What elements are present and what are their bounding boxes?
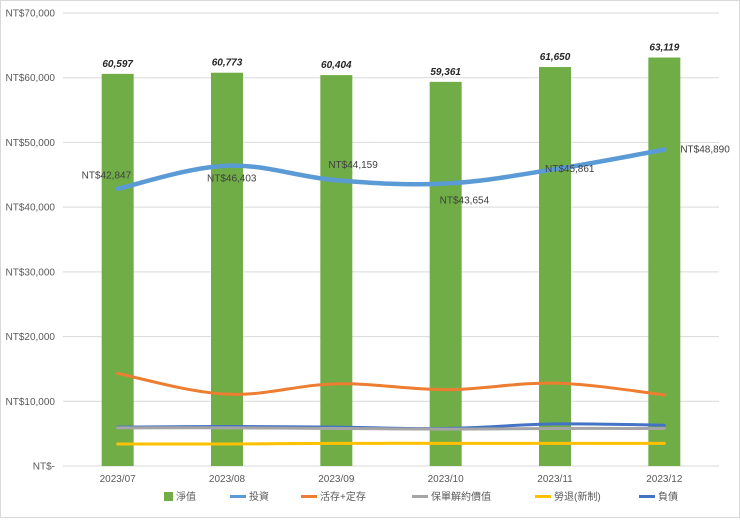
line-data-label: NT$48,890 [680, 145, 730, 156]
y-tick-label: NT$20,000 [6, 332, 56, 343]
y-tick-label: NT$10,000 [6, 397, 56, 408]
legend-label: 淨值 [176, 490, 196, 503]
bar-data-label: 59,361 [430, 67, 461, 78]
y-tick-label: NT$50,000 [6, 138, 56, 149]
x-tick-label: 2023/11 [537, 474, 573, 485]
line-data-label: NT$44,159 [328, 160, 378, 171]
line-投資 [115, 147, 667, 191]
legend-item: 淨值 [164, 490, 196, 503]
line-data-label: NT$42,847 [82, 171, 132, 182]
legend-item: 負債 [639, 490, 678, 503]
legend-item: 活存+定存 [301, 490, 366, 503]
line-保單解約價值 [116, 426, 666, 431]
legend-label: 活存+定存 [320, 490, 366, 503]
bar-data-label: 61,650 [540, 52, 571, 63]
bar-data-label: 60,597 [102, 59, 133, 70]
legend-label: 勞退(新制) [554, 490, 601, 503]
y-tick-label: NT$40,000 [6, 203, 56, 214]
line-data-labels: NT$42,847 NT$46,403 NT$44,159 NT$43,654 NT$4… [82, 145, 731, 207]
y-axis-ticks: NT$- NT$10,000 NT$20,000 NT$30,000 NT$40,000… [6, 9, 56, 473]
legend-item: 保單解約價值 [412, 490, 491, 503]
bar-2023/10 [429, 81, 462, 467]
bar-2023/11 [539, 67, 571, 466]
line-data-label: NT$46,403 [207, 174, 257, 185]
bar-2023/08 [211, 72, 243, 467]
line-data-label: NT$43,654 [440, 195, 490, 206]
legend-item: 投資 [230, 490, 269, 503]
x-tick-label: 2023/08 [209, 474, 246, 485]
line-勞退(新制) [116, 441, 666, 446]
legend-swatch [164, 492, 173, 501]
bar-data-label: 60,404 [321, 60, 352, 71]
bar-2023/09 [320, 75, 353, 467]
x-tick-label: 2023/09 [318, 474, 355, 485]
x-tick-label: 2023/10 [428, 474, 465, 485]
bar-data-labels: 60,597 60,773 60,404 59,361 61,650 63,119 [102, 43, 679, 78]
gridlines [63, 12, 719, 467]
y-tick-label: NT$30,000 [6, 267, 56, 278]
line-data-label: NT$45,861 [545, 164, 595, 175]
line-活存+定存 [116, 371, 666, 397]
bar-series [101, 57, 681, 467]
x-axis-ticks: 2023/07 2023/08 2023/09 2023/10 2023/11 2023/… [100, 474, 683, 485]
legend-label: 投資 [249, 490, 269, 503]
bar-data-label: 60,773 [212, 58, 243, 69]
legend: 淨值 投資 活存+定存 保單解約價值 勞退(新制) 負債 [164, 490, 678, 503]
bar-data-label: 63,119 [649, 43, 679, 54]
x-tick-label: 2023/07 [100, 474, 137, 485]
legend-label: 負債 [658, 490, 678, 503]
y-tick-label: NT$70,000 [6, 9, 56, 20]
legend-label: 保單解約價值 [431, 490, 491, 503]
bar-2023/12 [648, 57, 681, 466]
line-series [115, 147, 667, 446]
y-tick-label: NT$60,000 [6, 73, 56, 84]
x-tick-label: 2023/12 [646, 474, 683, 485]
legend-item: 勞退(新制) [535, 490, 601, 503]
y-tick-label: NT$- [33, 462, 55, 473]
bar-2023/07 [101, 73, 134, 467]
